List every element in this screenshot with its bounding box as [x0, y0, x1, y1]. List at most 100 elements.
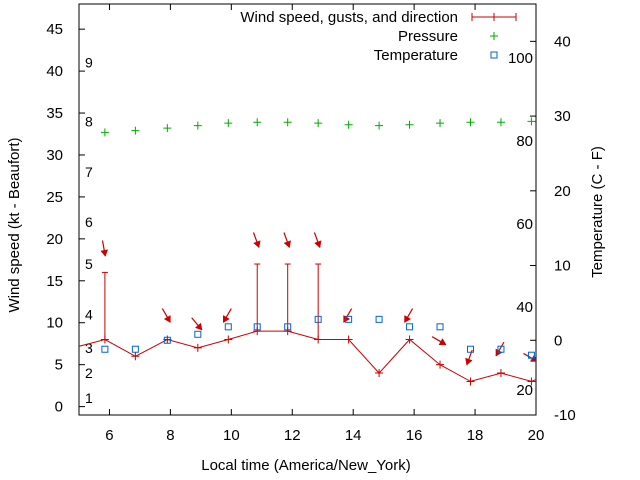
y-left-axis-title: Wind speed (kt - Beaufort) — [6, 137, 23, 312]
wind-point — [466, 377, 475, 386]
pressure-point — [405, 120, 414, 129]
x-tick-label: 14 — [345, 427, 362, 444]
temperature-point — [436, 323, 444, 331]
temperature-point — [284, 323, 292, 331]
wind-direction-arrow-head — [163, 315, 171, 323]
temperature-point — [314, 315, 322, 323]
wind-direction-arrow-head — [194, 322, 203, 331]
pressure-point — [436, 119, 445, 128]
y-right-tick-label: 30 — [554, 108, 571, 125]
wind-direction-arrow-head — [438, 338, 447, 345]
pressure-point — [527, 117, 536, 126]
legend: Wind speed, gusts, and direction Pressure… — [240, 9, 517, 64]
legend-label: Pressure — [398, 28, 458, 45]
pressure-point — [283, 118, 292, 127]
y-left-tick-label: 30 — [46, 147, 63, 164]
pressure-point — [253, 118, 262, 127]
wind-point — [436, 360, 445, 369]
beaufort-label: 6 — [85, 214, 93, 230]
y-left-tick-label: 5 — [55, 357, 63, 374]
x-tick-label: 18 — [467, 427, 484, 444]
temperature-point — [224, 323, 232, 331]
wind-direction-arrow-head — [100, 249, 109, 257]
wind-point — [344, 335, 353, 344]
legend-label: Temperature — [374, 47, 458, 64]
wind-direction-arrow-head — [283, 240, 291, 249]
wind-point — [131, 352, 140, 361]
pressure-point — [466, 118, 475, 127]
y-left-tick-label: 20 — [46, 231, 63, 248]
wind-point — [496, 369, 505, 378]
pressure-point — [100, 128, 109, 137]
wind-direction-arrow-head — [314, 240, 322, 249]
beaufort-label: 1 — [85, 390, 93, 406]
pressure-point — [163, 124, 172, 133]
wind-direction-arrow-head — [253, 240, 261, 249]
fahrenheit-label: 40 — [516, 299, 533, 316]
beaufort-label: 2 — [85, 365, 93, 381]
wind-direction-arrow-head — [223, 315, 230, 323]
x-tick-label: 16 — [406, 427, 423, 444]
beaufort-label: 9 — [85, 55, 93, 71]
wind-point — [527, 377, 536, 386]
legend-marker — [471, 13, 517, 21]
wind-point — [253, 327, 262, 336]
y-left-tick-label: 10 — [46, 315, 63, 332]
beaufort-label: 4 — [85, 306, 93, 322]
y-left-tick-label: 15 — [46, 273, 63, 290]
temperature-point — [527, 351, 535, 359]
wind-direction-arrow-head — [404, 315, 412, 323]
x-tick-label: 20 — [528, 427, 545, 444]
legend-marker — [490, 51, 498, 59]
beaufort-label: 7 — [85, 164, 93, 180]
temperature-point — [163, 336, 171, 344]
wind-point — [69, 344, 77, 352]
y-right-tick-label: 0 — [554, 332, 562, 349]
beaufort-label: 8 — [85, 113, 93, 129]
temperature-point — [497, 345, 505, 353]
y-left-tick-label: 0 — [55, 399, 63, 416]
wind-direction-arrow-head — [465, 357, 473, 366]
temperature-point — [131, 345, 139, 353]
beaufort-label: 5 — [85, 256, 93, 272]
y-right-tick-label: 10 — [554, 258, 571, 275]
y-left-tick-label: 40 — [46, 63, 63, 80]
wind-point — [547, 369, 555, 377]
y-right-tick-label: 40 — [554, 33, 571, 50]
y-left-tick-label: 45 — [46, 21, 63, 38]
fahrenheit-label: 60 — [516, 216, 533, 233]
y-right-axis-title: Temperature (C - F) — [589, 146, 606, 278]
pressure-point — [314, 119, 323, 128]
y-left-tick-label: 25 — [46, 189, 63, 206]
wind-point — [283, 327, 292, 336]
wind-speed-line — [79, 330, 536, 382]
legend-label: Wind speed, gusts, and direction — [240, 9, 458, 26]
temperature-point — [466, 345, 474, 353]
pressure-point — [224, 119, 233, 128]
plot-content — [69, 117, 555, 386]
x-tick-label: 6 — [105, 427, 113, 444]
beaufort-label: 3 — [85, 340, 93, 356]
wind-point — [100, 335, 109, 344]
temperature-point — [406, 323, 414, 331]
temperature-point — [253, 323, 261, 331]
fahrenheit-label: 80 — [516, 133, 533, 150]
temperature-point — [375, 315, 383, 323]
wind-point — [405, 335, 414, 344]
plot-border — [78, 3, 537, 416]
x-tick-label: 10 — [223, 427, 240, 444]
pressure-point — [193, 121, 202, 130]
x-axis-title: Local time (America/New_York) — [201, 457, 411, 474]
x-tick-label: 8 — [166, 427, 174, 444]
temperature-point — [345, 315, 353, 323]
data-layer — [69, 117, 555, 386]
y-left-tick-label: 35 — [46, 105, 63, 122]
fahrenheit-label: 100 — [508, 50, 533, 67]
wind-direction-arrow-head — [343, 315, 351, 323]
temperature-point — [194, 330, 202, 338]
temperature-point — [101, 345, 109, 353]
fahrenheit-label: 20 — [516, 382, 533, 399]
wind-point — [314, 335, 323, 344]
pressure-point — [496, 118, 505, 127]
